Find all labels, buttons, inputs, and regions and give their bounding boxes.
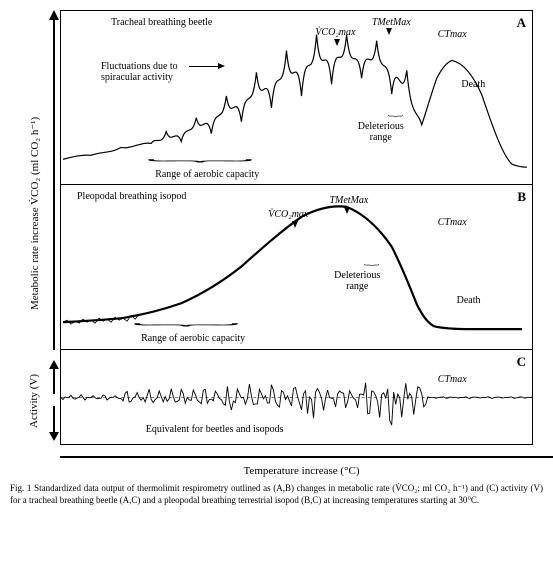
x-axis-arrow bbox=[60, 451, 553, 463]
panel-a-tmetmax-arrow bbox=[386, 28, 392, 35]
panel-c-equiv: Equivalent for beetles and isopods bbox=[146, 424, 284, 435]
panel-c: C CTmax Equivalent for beetles and isopo… bbox=[60, 350, 533, 445]
plot-area: A Tracheal breathing beetle V̇CO₂max TMe… bbox=[60, 10, 533, 445]
y-axis-arrow-activity bbox=[48, 360, 60, 440]
panel-a-vco2max-arrow bbox=[334, 39, 340, 46]
panel-a-vco2max: V̇CO₂max bbox=[315, 27, 355, 38]
panel-a-delet: Deleterious range bbox=[358, 121, 404, 143]
panel-b-vco2max-arrow bbox=[292, 221, 298, 228]
panel-b-range: Range of aerobic capacity bbox=[141, 333, 245, 344]
panel-a-range: Range of aerobic capacity bbox=[155, 169, 259, 180]
panel-b-tmetmax-arrow bbox=[344, 207, 350, 214]
panel-c-trace bbox=[61, 350, 532, 444]
y-axis-label-main: Metabolic rate increase V̇CO₂ (ml CO₂ h⁻… bbox=[28, 117, 41, 310]
panel-b: B Pleopodal breathing isopod V̇CO₂max TM… bbox=[60, 185, 533, 350]
panel-a: A Tracheal breathing beetle V̇CO₂max TMe… bbox=[60, 10, 533, 185]
panel-a-death: Death bbox=[461, 79, 485, 90]
panel-b-death: Death bbox=[457, 295, 481, 306]
y-axis-arrow-main bbox=[48, 10, 60, 350]
figure-caption: Fig. 1 Standardized data output of therm… bbox=[10, 483, 543, 506]
panel-a-fluct-arrow bbox=[189, 66, 219, 67]
panel-b-ctmax: CTmax bbox=[438, 217, 467, 228]
panel-a-ctmax: CTmax bbox=[438, 29, 467, 40]
y-axis-label-activity: Activity (V) bbox=[28, 374, 40, 428]
panel-a-fluct: Fluctuations due to spiracular activity bbox=[101, 61, 178, 83]
panel-b-delet-brace: } bbox=[363, 263, 381, 267]
panel-b-vco2max: V̇CO₂max bbox=[268, 209, 308, 220]
x-axis-label: Temperature increase (°C) bbox=[60, 465, 543, 477]
figure-container: Metabolic rate increase V̇CO₂ (ml CO₂ h⁻… bbox=[10, 10, 543, 506]
panel-c-ctmax: CTmax bbox=[438, 374, 467, 385]
panel-b-tmetmax: TMetMax bbox=[329, 195, 368, 206]
panel-a-tmetmax: TMetMax bbox=[372, 17, 411, 28]
panel-a-delet-brace: } bbox=[386, 114, 404, 118]
panel-b-delet: Deleterious range bbox=[334, 270, 380, 292]
